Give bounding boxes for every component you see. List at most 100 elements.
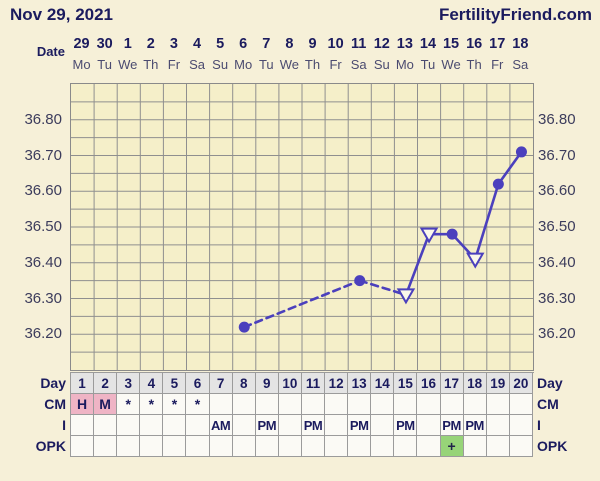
day-cell: 19 (486, 373, 510, 394)
cm-cell (232, 394, 256, 415)
weekday-cell: Su (373, 57, 390, 72)
y-tick-label: 36.30 (538, 289, 576, 307)
date-cell: 18 (512, 36, 529, 52)
y-tick-label: 36.50 (24, 218, 62, 235)
opk-cell (278, 436, 302, 457)
date-cell: 7 (262, 36, 271, 52)
table-row-i: AM PM PM PM PM PM PM (71, 415, 534, 436)
y-axis-right: 36.80 36.70 36.60 36.50 36.40 36.30 36.20 (538, 84, 598, 370)
row-label-opk: OPK (35, 438, 66, 454)
day-cell: 1 (71, 373, 95, 394)
date-cell: 2 (146, 36, 155, 52)
cm-cell: H (71, 394, 95, 415)
opk-cell (255, 436, 279, 457)
row-label-day: Day (40, 375, 66, 391)
date-cell: 3 (169, 36, 178, 52)
temp-line-segment (242, 279, 362, 329)
opk-cell (371, 436, 395, 457)
cm-cell (417, 394, 441, 415)
table-row-opk: + (71, 436, 534, 457)
date-cell: 4 (192, 36, 202, 52)
weekday-cell: Fr (329, 57, 342, 72)
opk-cell (509, 436, 533, 457)
row-label-i: I (537, 417, 541, 433)
cm-cell (509, 394, 533, 415)
weekday-cell: Mo (395, 57, 414, 72)
weekday-cell: Fr (167, 57, 181, 72)
weekday-cell: Su (212, 57, 229, 72)
temperature-chart-canvas (71, 84, 533, 370)
opk-cell: + (440, 436, 464, 457)
date-cell: 17 (489, 36, 506, 52)
cm-cell (371, 394, 395, 415)
brand-title: FertilityFriend.com (438, 5, 592, 24)
cm-cell (394, 394, 418, 415)
chart-date: Nov 29, 2021 (10, 5, 114, 24)
y-tick-label: 36.80 (538, 110, 576, 128)
cm-cell: * (140, 394, 164, 415)
weekdays-row: Mo Tu We Th Fr Sa Su Mo Tu We Th Fr Sa Su Mo Tu We Th Fr Sa (70, 57, 532, 72)
i-cell: PM (255, 415, 279, 436)
table-row-labels-left: Day CM I OPK (0, 373, 66, 457)
date-cell: 10 (327, 36, 344, 52)
opk-cell (301, 436, 326, 457)
i-cell (140, 415, 164, 436)
date-cell: 12 (373, 36, 390, 52)
day-cell: 20 (509, 373, 533, 394)
y-axis-left: 36.80 36.70 36.60 36.50 36.40 36.30 36.20 (0, 84, 62, 370)
row-label-cm: CM (44, 396, 66, 412)
day-cell: 6 (186, 373, 210, 394)
row-label-cm: CM (537, 396, 559, 412)
weekday-cell: Tu (97, 57, 112, 72)
day-cell: 11 (301, 373, 326, 394)
i-cell: PM (463, 415, 487, 436)
date-cell: 13 (396, 36, 413, 52)
day-cell: 9 (255, 373, 279, 394)
cm-cell (325, 394, 349, 415)
cm-cell (440, 394, 464, 415)
temperature-chart (70, 83, 534, 371)
day-cell: 17 (440, 373, 464, 394)
temp-line-segment (497, 150, 523, 186)
opk-cell (140, 436, 164, 457)
date-cell: 30 (96, 36, 113, 52)
y-tick-label: 36.60 (24, 182, 62, 200)
date-axis-label: Date (36, 44, 65, 59)
i-cell (417, 415, 441, 436)
opk-cell (117, 436, 141, 457)
date-cell: 9 (308, 36, 317, 52)
y-tick-label: 36.80 (24, 110, 62, 128)
cm-cell: * (163, 394, 187, 415)
day-cell: 4 (140, 373, 164, 394)
table-row-labels-right: Day CM I OPK (537, 373, 597, 457)
table-row-cm: H M * * * * (71, 394, 534, 415)
cm-cell (301, 394, 326, 415)
weekday-cell: Mo (72, 57, 91, 72)
i-cell: PM (348, 415, 372, 436)
y-tick-label: 36.50 (538, 218, 576, 235)
date-cell: 5 (216, 36, 225, 52)
date-cell: 29 (73, 36, 90, 52)
day-cell: 2 (94, 373, 118, 394)
weekday-cell: We (118, 57, 138, 72)
weekday-cell: Fr (491, 57, 504, 72)
y-tick-label: 36.40 (24, 253, 62, 271)
weekday-cell: Tu (258, 57, 274, 72)
temp-point-circle (238, 321, 250, 333)
i-cell (486, 415, 510, 436)
weekday-cell: Th (466, 57, 482, 72)
opk-cell (325, 436, 349, 457)
opk-cell (486, 436, 510, 457)
weekday-cell: Th (304, 57, 321, 72)
i-cell (71, 415, 95, 436)
row-label-day: Day (537, 375, 563, 391)
temp-point-triangle (419, 227, 439, 244)
cm-cell (348, 394, 372, 415)
temp-point-triangle (466, 252, 485, 269)
day-cell: 10 (278, 373, 302, 394)
temp-line-segment (358, 279, 408, 297)
weekday-cell: Sa (189, 57, 205, 72)
weekday-cell: We (441, 57, 461, 72)
cm-cell (278, 394, 302, 415)
